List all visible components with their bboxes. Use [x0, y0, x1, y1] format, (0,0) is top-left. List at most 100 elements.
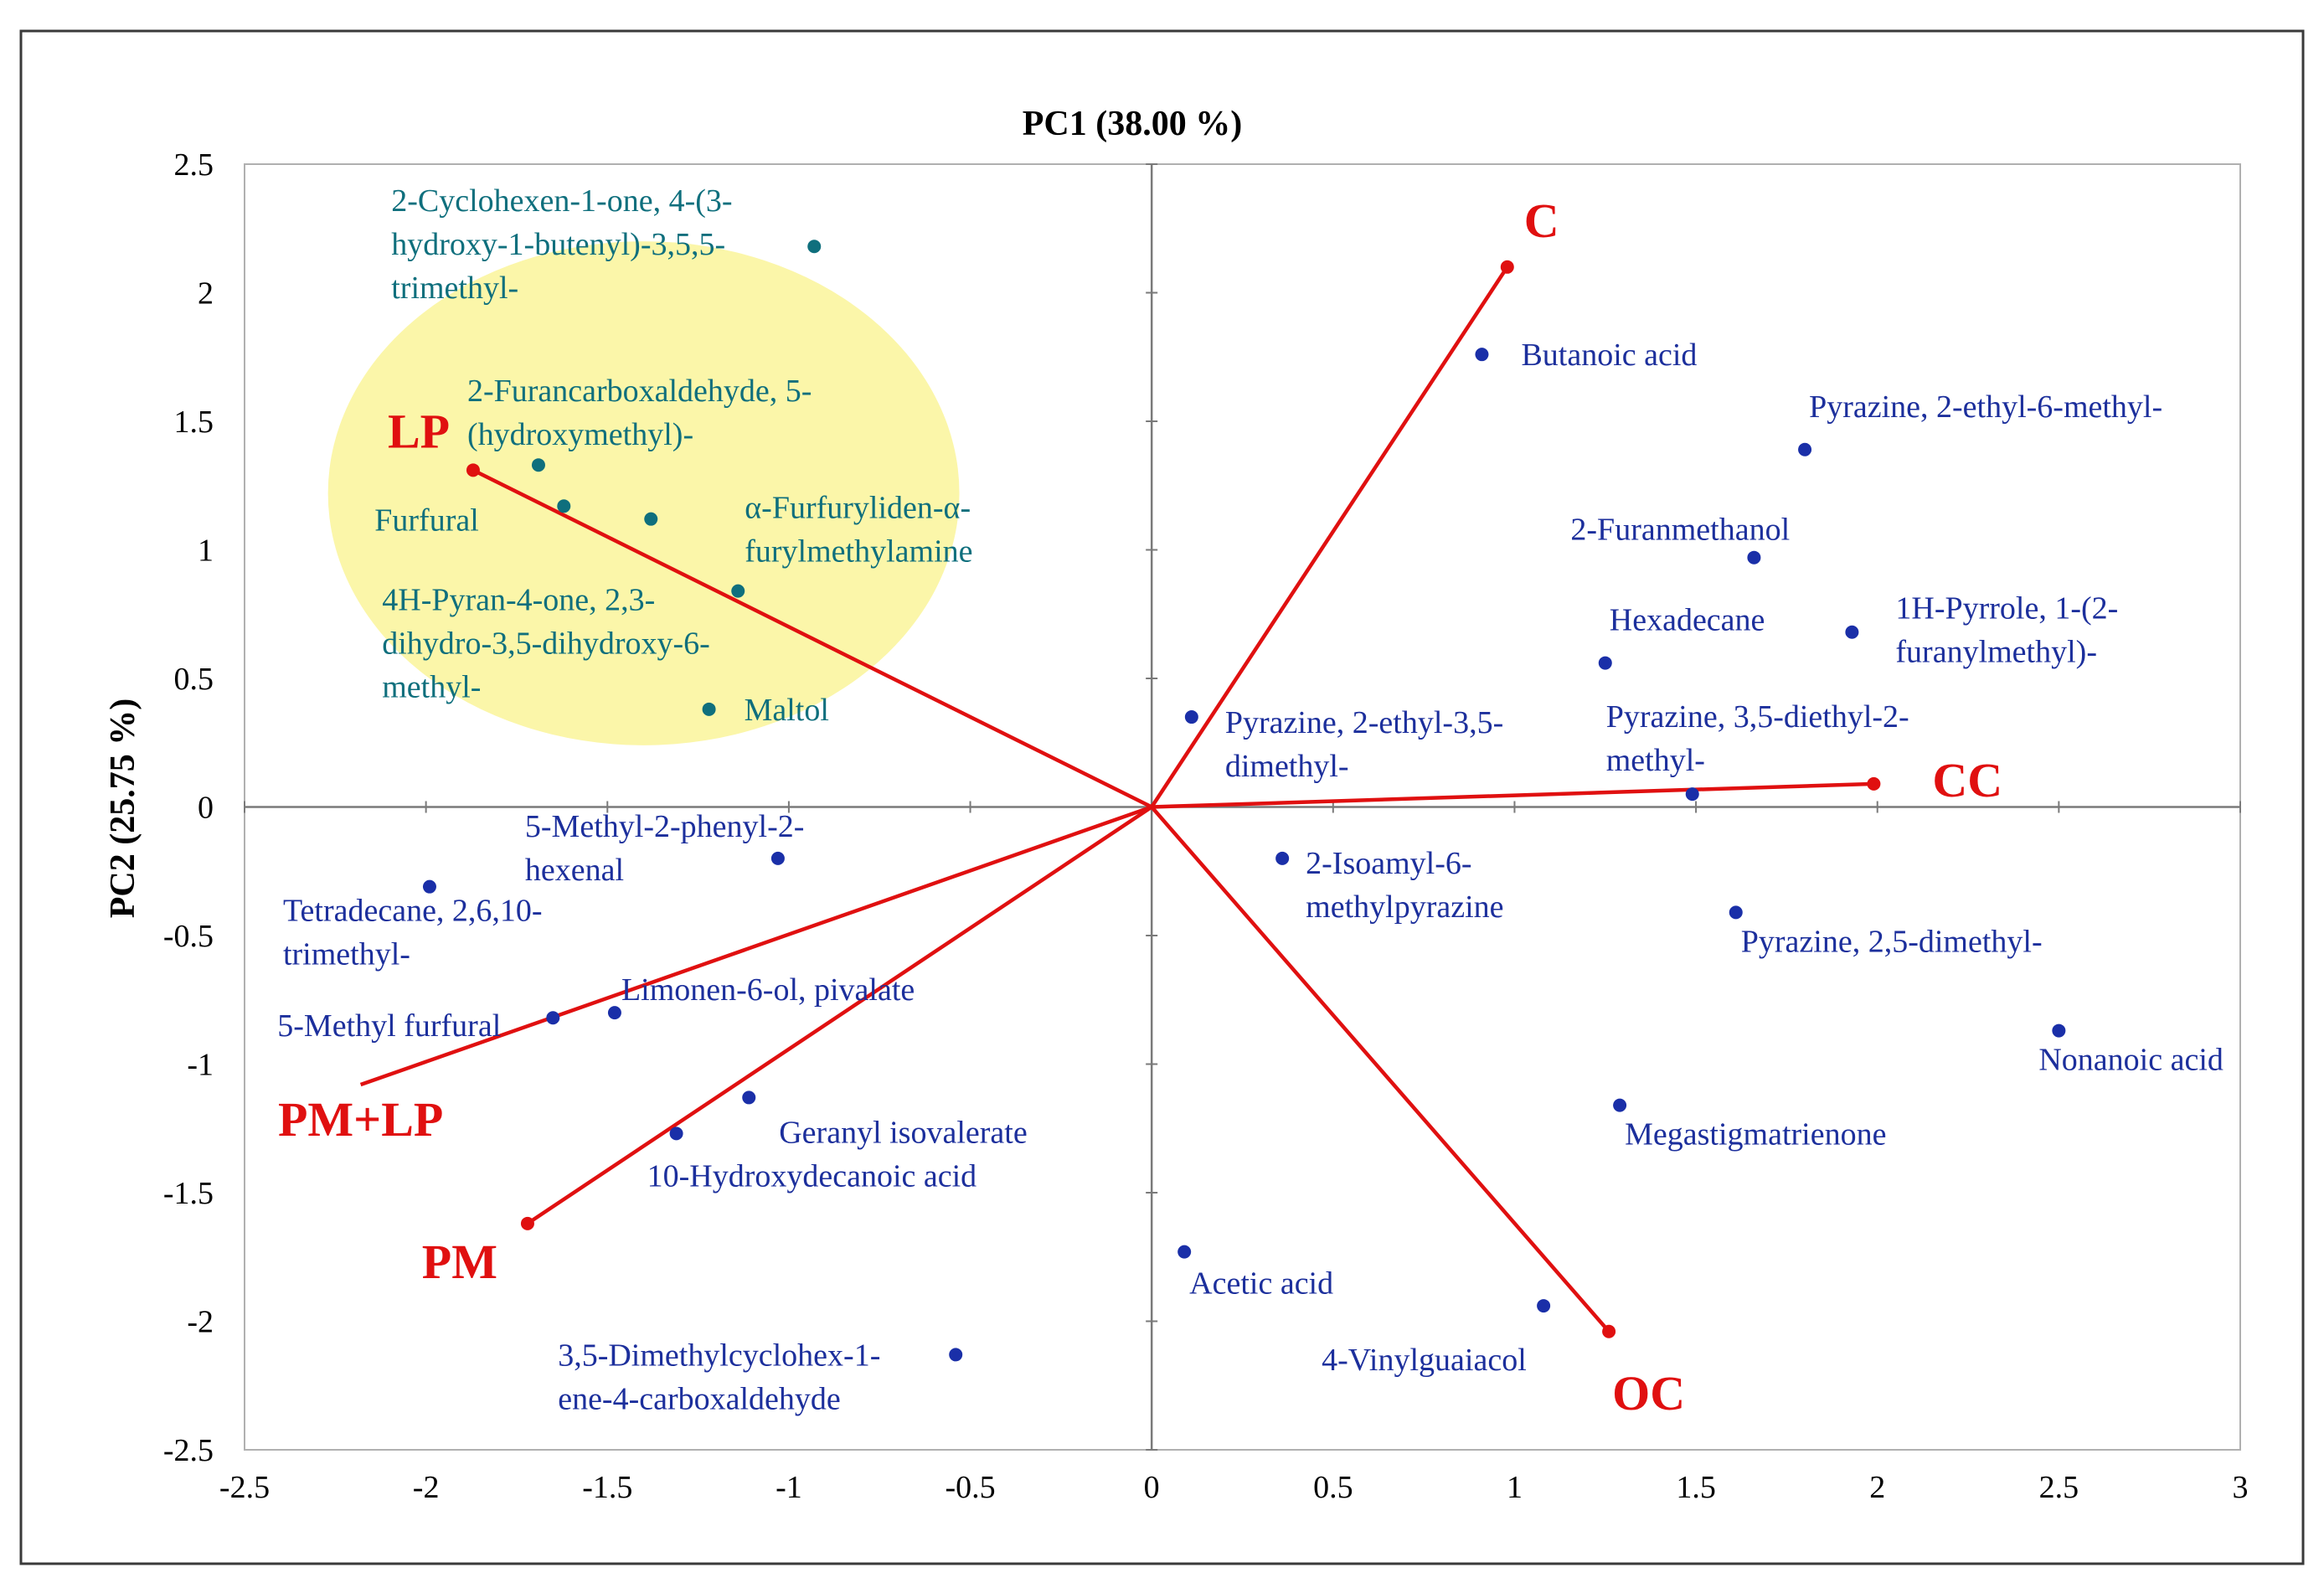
variable-point-1h-pyrrole-1-2-furanylmethyl [1845, 625, 1859, 639]
x-axis-title: PC1 (38.00 %) [1023, 105, 1242, 143]
loading-vector-label-pm: PM [422, 1235, 497, 1289]
cluster-layer [327, 241, 960, 745]
x-tick-label: 1.5 [1676, 1470, 1716, 1505]
y-tick-label: 2.5 [174, 147, 214, 183]
variable-point-limonen-6-ol-pivalate [607, 1006, 621, 1020]
variable-label-10-hydroxydecanoic-acid: 10-Hydroxydecanoic acid [647, 1158, 977, 1194]
y-tick-label: -0.5 [163, 919, 214, 954]
variable-point-pyrazine-2-ethyl-6-methyl [1798, 442, 1812, 456]
variable-label-furfural: Furfural [374, 503, 479, 538]
variable-label-1h-pyrrole-1-2-furanylmethyl: 1H-Pyrrole, 1-(2-furanylmethyl)- [1895, 591, 2118, 670]
y-tick-label: -1.5 [163, 1176, 214, 1211]
variable-point-megastigmatrienone [1613, 1098, 1627, 1112]
variable-label-furfuryliden-furylmethylamine: α-Furfuryliden-α-furylmethylamine [745, 491, 972, 570]
variable-point-5-methyl-furfural [546, 1011, 560, 1025]
variable-point-4h-pyran-4-one-2-3-dihydro-3-5-dihydroxy [731, 584, 745, 598]
y-tick-label: -2.5 [163, 1433, 214, 1468]
variable-label-maltol: Maltol [745, 693, 829, 728]
variable-point-2-furanmethanol [1747, 550, 1761, 565]
x-tick-label: 2 [1869, 1470, 1885, 1505]
variable-label-5-methyl-furfural: 5-Methyl furfural [277, 1008, 501, 1044]
variable-point-2-isoamyl-6-methylpyrazine [1275, 851, 1290, 865]
variable-label-2-cyclohexen-1-one-4-3-hydroxy-1-butenyl: 2-Cyclohexen-1-one, 4-(3-hydroxy-1-buten… [391, 183, 732, 306]
variable-label-4h-pyran-4-one-2-3-dihydro-3-5-dihydroxy: 4H-Pyran-4-one, 2,3-dihydro-3,5-dihydrox… [382, 583, 710, 705]
loading-vector-lp [471, 468, 1153, 809]
variable-point-furfuryliden-furylmethylamine [644, 512, 658, 526]
x-tick-label: 0 [1144, 1470, 1160, 1505]
variable-point-maltol [702, 702, 716, 716]
variable-label-5-methyl-2-phenyl-2-hexenal: 5-Methyl-2-phenyl-2-hexenal [525, 809, 804, 888]
y-tick-label: 0 [198, 791, 214, 826]
loading-vector-label-pm-lp: PM+LP [278, 1092, 443, 1147]
variable-point-nonanoic-acid [2052, 1023, 2066, 1038]
loading-vector-pm-lp [359, 805, 1152, 1087]
variable-label-2-isoamyl-6-methylpyrazine: 2-Isoamyl-6-methylpyrazine [1306, 846, 1503, 925]
variable-label-nonanoic-acid: Nonanoic acid [2038, 1043, 2224, 1078]
variable-point-geranyl-isovalerate [742, 1090, 756, 1105]
x-tick-label: 2.5 [2039, 1470, 2079, 1505]
variable-point-pyrazine-2-ethyl-3-5-dimethyl [1184, 710, 1198, 724]
y-axis-title: PC2 (25.75 %) [104, 699, 142, 918]
loading-vector-label-lp: LP [388, 404, 450, 458]
variable-point-4-vinylguaiacol [1537, 1299, 1551, 1313]
x-tick-label: -2.5 [219, 1470, 270, 1505]
variable-label-geranyl-isovalerate: Geranyl isovalerate [779, 1115, 1027, 1150]
variable-label-pyrazine-2-5-dimethyl: Pyrazine, 2,5-dimethyl- [1741, 924, 2043, 959]
variable-point-tetradecane-2-6-10-trimethyl [422, 879, 436, 894]
variable-point-2-cyclohexen-1-one-4-3-hydroxy-1-butenyl [807, 240, 822, 254]
variable-label-2-furancarboxaldehyde-5-hydroxymethyl: 2-Furancarboxaldehyde, 5-(hydroxymethyl)… [467, 374, 812, 452]
loading-vector-label-c: C [1524, 193, 1559, 248]
variable-point-pyrazine-3-5-diethyl-2-methyl [1685, 787, 1699, 802]
y-tick-label: 2 [198, 276, 214, 312]
x-tick-label: 1 [1507, 1470, 1523, 1505]
x-tick-label: -2 [413, 1470, 440, 1505]
y-tick-label: 1 [198, 534, 214, 569]
variable-label-megastigmatrienone: Megastigmatrienone [1625, 1117, 1886, 1152]
figure-frame [19, 29, 2305, 1565]
variable-point-hexadecane [1598, 656, 1612, 670]
variable-label-acetic-acid: Acetic acid [1189, 1266, 1333, 1302]
x-tick-label: 3 [2233, 1470, 2249, 1505]
loading-vector-pm [526, 805, 1153, 1225]
loading-vector-tip-cc [1867, 776, 1881, 791]
variable-point-3-5-dimethylcyclohex-1-ene-4-carboxaldeh [949, 1348, 963, 1362]
loading-vector-tip-c [1500, 260, 1514, 274]
x-tick-label: -1.5 [582, 1470, 632, 1505]
variable-label-hexadecane: Hexadecane [1610, 603, 1765, 638]
variable-point-10-hydroxydecanoic-acid [669, 1127, 683, 1141]
variable-point-5-methyl-2-phenyl-2-hexenal [770, 851, 785, 865]
cluster-highlight-ellipse [327, 241, 960, 745]
variable-point-butanoic-acid [1475, 348, 1489, 362]
variable-label-limonen-6-ol-pivalate: Limonen-6-ol, pivalate [621, 972, 915, 1008]
loading-vector-tip-lp [466, 463, 480, 477]
loading-vector-label-cc: CC [1932, 753, 2002, 807]
variable-label-4-vinylguaiacol: 4-Vinylguaiacol [1322, 1343, 1527, 1378]
loading-vector-tip-pm [520, 1216, 534, 1230]
x-tick-label: -0.5 [945, 1470, 995, 1505]
variable-label-2-furanmethanol: 2-Furanmethanol [1570, 513, 1790, 548]
variable-label-pyrazine-2-ethyl-3-5-dimethyl: Pyrazine, 2-ethyl-3,5-dimethyl- [1225, 705, 1503, 784]
variable-point-2-furancarboxaldehyde-5-hydroxymethyl [531, 458, 545, 472]
x-tick-label: -1 [776, 1470, 802, 1505]
y-tick-label: 0.5 [174, 662, 214, 697]
variable-label-butanoic-acid: Butanoic acid [1521, 338, 1697, 373]
y-tick-label: -1 [187, 1048, 214, 1083]
variable-label-pyrazine-2-ethyl-6-methyl: Pyrazine, 2-ethyl-6-methyl- [1809, 389, 2162, 425]
variable-label-tetradecane-2-6-10-trimethyl: Tetradecane, 2,6,10-trimethyl- [283, 894, 543, 972]
variable-point-acetic-acid [1177, 1245, 1192, 1259]
x-tick-label: 0.5 [1313, 1470, 1353, 1505]
loading-vector-tip-oc [1602, 1324, 1616, 1338]
loading-vector-c [1150, 266, 1509, 808]
loading-vector-label-oc: OC [1612, 1366, 1685, 1420]
variable-point-furfural [557, 499, 571, 513]
variable-label-3-5-dimethylcyclohex-1-ene-4-carboxaldeh: 3,5-Dimethylcyclohex-1-ene-4-carboxaldeh… [558, 1338, 880, 1416]
y-tick-label: -2 [187, 1305, 214, 1340]
loading-vector-oc [1150, 806, 1610, 1333]
tick-label-layer: -2.5 -2 -1.5 -1 -0.5 0 0.5 1 1.5 2 2.5 3 2.5 2 1.5 1 0.5… [163, 147, 2249, 1505]
variable-point-layer: 2-Cyclohexen-1-one, 4-(3-hydroxy-1-buten… [277, 183, 2224, 1416]
variable-point-pyrazine-2-5-dimethyl [1729, 905, 1743, 920]
variable-label-pyrazine-3-5-diethyl-2-methyl: Pyrazine, 3,5-diethyl-2-methyl- [1606, 699, 1909, 778]
y-tick-label: 1.5 [174, 405, 214, 440]
